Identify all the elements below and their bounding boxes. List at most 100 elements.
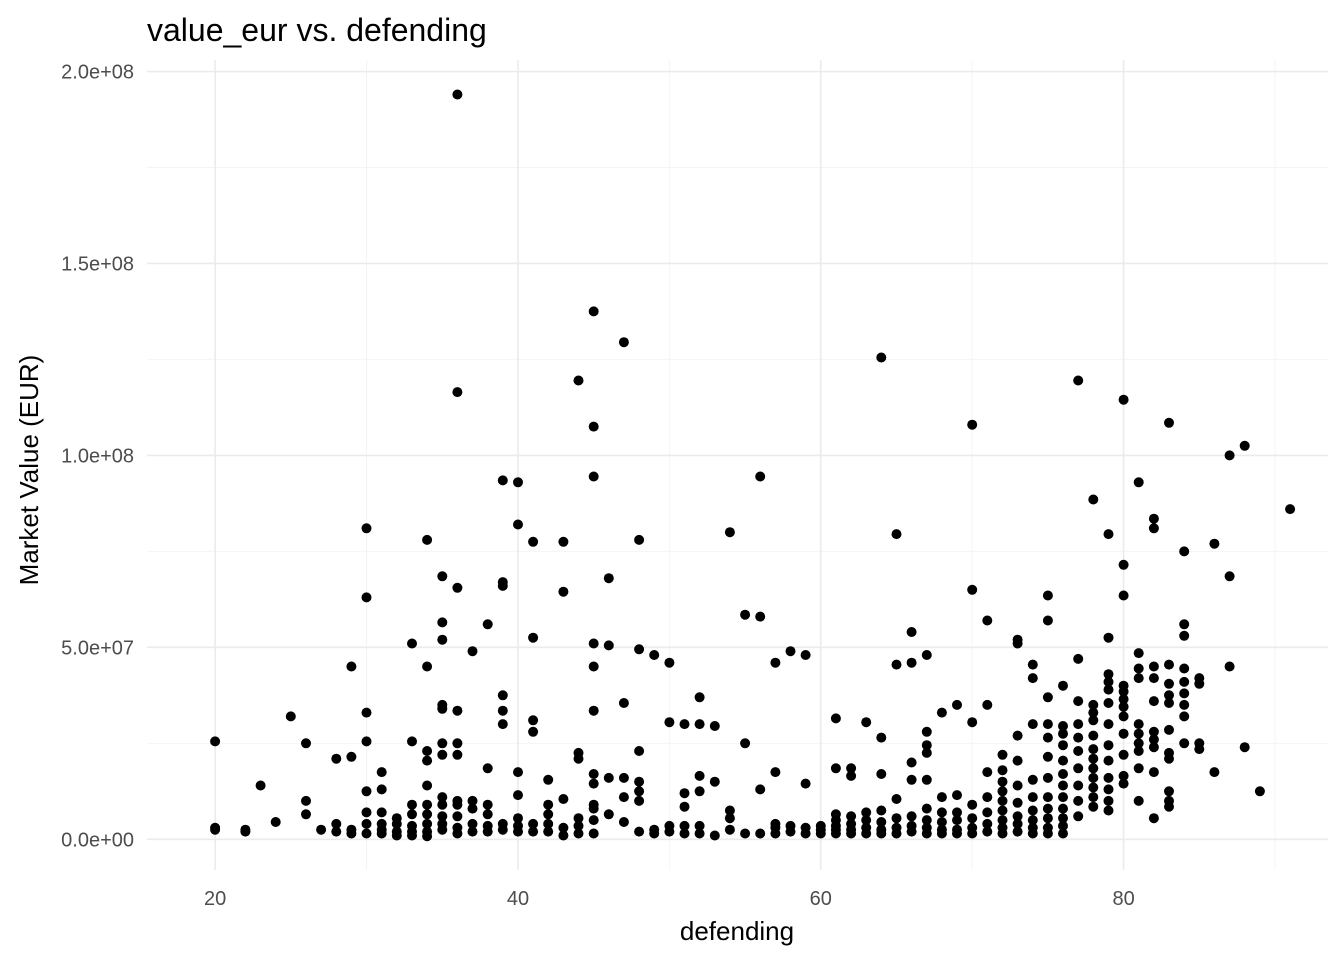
data-point <box>936 707 947 718</box>
data-point <box>906 757 917 768</box>
data-point <box>830 713 841 724</box>
data-point <box>346 661 357 672</box>
data-point <box>1285 504 1296 515</box>
data-point <box>618 772 629 783</box>
data-point <box>1209 538 1220 549</box>
data-point <box>740 738 751 749</box>
data-point <box>270 817 281 827</box>
data-point <box>679 719 690 730</box>
data-point <box>1164 698 1174 708</box>
data-point <box>1058 828 1068 839</box>
data-point <box>709 721 720 731</box>
data-point <box>1042 719 1053 730</box>
data-point <box>861 717 872 728</box>
data-point <box>770 767 781 778</box>
data-point <box>513 519 523 530</box>
data-point <box>1224 571 1235 582</box>
data-point <box>1012 818 1023 829</box>
data-point <box>1118 711 1129 722</box>
data-point <box>906 627 917 637</box>
data-point <box>1224 450 1235 461</box>
data-point <box>482 826 493 837</box>
data-point <box>437 571 448 582</box>
data-point <box>543 799 554 810</box>
data-point <box>543 774 554 785</box>
data-point <box>846 763 857 774</box>
data-point <box>1179 699 1190 710</box>
data-point <box>800 828 811 839</box>
data-point <box>376 767 387 778</box>
data-point <box>694 786 705 797</box>
x-axis-ticks: 20 40 60 80 <box>204 888 1135 910</box>
data-point <box>694 828 705 839</box>
data-point <box>1148 661 1159 672</box>
chart-title: value_eur vs. defending <box>147 12 487 48</box>
data-point <box>1073 696 1084 707</box>
y-tick-label: 0.0e+00 <box>61 829 134 851</box>
data-point <box>240 826 251 837</box>
data-point <box>876 769 887 779</box>
data-point <box>588 815 599 826</box>
data-point <box>679 801 690 812</box>
data-point <box>1042 792 1053 803</box>
y-axis-ticks: 0.0e+00 5.0e+07 1.0e+08 1.5e+08 2.0e+08 <box>61 62 134 852</box>
data-point <box>422 799 433 810</box>
x-axis-title: defending <box>680 916 794 946</box>
data-point <box>1073 795 1084 806</box>
data-point <box>997 765 1008 776</box>
data-point <box>497 824 508 835</box>
data-point <box>1073 732 1084 743</box>
data-point <box>346 751 357 762</box>
data-point <box>588 828 599 839</box>
data-point <box>301 738 311 749</box>
data-point <box>1088 707 1099 718</box>
data-point <box>724 813 735 824</box>
x-tick-label: 80 <box>1112 888 1134 910</box>
data-point <box>921 740 932 751</box>
data-point <box>1103 669 1114 680</box>
data-point <box>422 661 433 672</box>
data-point <box>1103 805 1114 816</box>
data-point <box>1179 688 1190 699</box>
data-point <box>513 813 523 824</box>
data-point <box>740 609 751 620</box>
data-point <box>361 786 372 797</box>
data-point <box>1042 590 1053 601</box>
data-point <box>664 717 675 728</box>
data-point <box>1164 801 1174 812</box>
data-point <box>982 792 993 803</box>
data-point <box>1027 815 1038 826</box>
data-point <box>1088 763 1099 774</box>
data-point <box>815 828 826 839</box>
data-point <box>1073 811 1084 822</box>
data-point <box>1103 772 1114 783</box>
data-point <box>528 726 539 737</box>
data-point <box>361 523 372 534</box>
data-point <box>1073 375 1084 386</box>
data-point <box>1239 440 1250 451</box>
data-point <box>588 661 599 672</box>
data-point <box>1042 615 1053 626</box>
data-point <box>1088 753 1099 764</box>
data-point <box>891 529 902 540</box>
data-point <box>1042 751 1053 762</box>
y-tick-label: 1.5e+08 <box>61 253 134 275</box>
data-point <box>664 826 675 837</box>
data-point <box>573 828 584 839</box>
data-point <box>422 831 433 842</box>
data-point <box>467 795 478 806</box>
data-point <box>1027 774 1038 785</box>
data-point <box>1073 746 1084 756</box>
data-point <box>452 89 463 100</box>
data-point <box>482 799 493 810</box>
data-point <box>1027 719 1038 730</box>
data-point <box>936 807 947 818</box>
data-point <box>1133 746 1144 756</box>
data-point <box>437 749 448 760</box>
data-point <box>1088 772 1099 783</box>
data-point <box>588 803 599 814</box>
data-point <box>618 698 629 708</box>
data-point <box>982 699 993 710</box>
data-point <box>1073 780 1084 791</box>
